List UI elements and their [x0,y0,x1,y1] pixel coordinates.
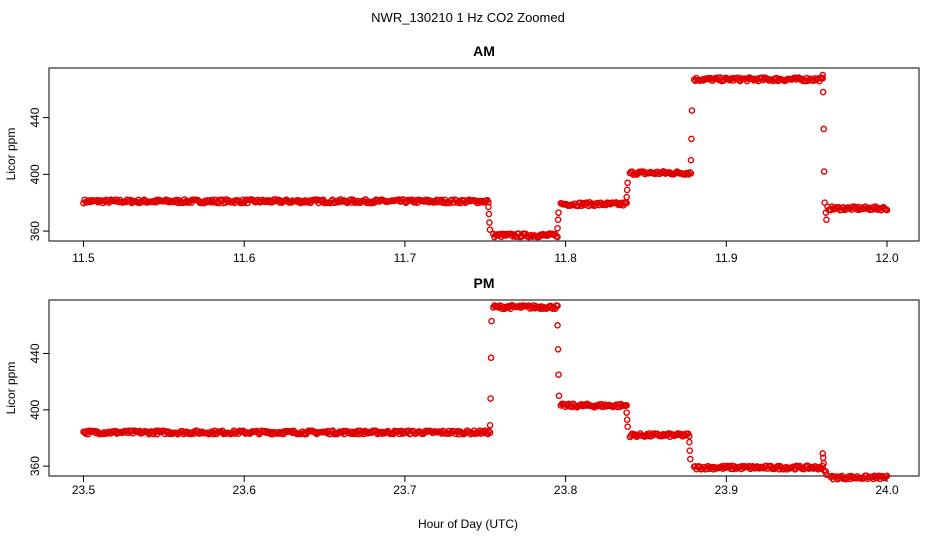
x-tick-label-am: 11.8 [554,251,577,265]
data-point [623,402,630,409]
data-point [822,468,830,476]
x-axis-label: Hour of Day (UTC) [418,517,518,531]
data-point [819,88,827,96]
x-tick-label-am: 11.9 [715,251,738,265]
data-point [823,471,830,478]
y-axis-am: 360 400 440 [28,107,49,241]
data-point [688,135,695,143]
data-point [486,429,494,436]
data-point [883,206,891,214]
data-point [623,199,630,207]
data-point [555,392,563,400]
data-point [486,219,493,226]
data-point [623,186,631,194]
data-point [687,169,695,177]
data-point [554,302,561,310]
data-point [819,71,827,79]
data-point [883,472,891,480]
data-point [554,216,562,224]
data-point [821,199,828,207]
data-point [623,193,630,201]
data-point [820,460,827,467]
y-axis-pm: 360 400 440 [28,343,49,476]
data-point [822,209,830,216]
data-point [688,107,696,114]
data-point [820,168,828,175]
data-point [554,224,561,232]
x-tick-label-am: 11.7 [394,251,417,265]
x-tick-label-am: 11.5 [72,251,95,265]
data-point [686,438,693,446]
y-tick-label-pm: 360 [28,456,42,476]
data-point [774,462,782,470]
data-point [488,317,495,325]
x-axis-am: 11.5 11.6 11.7 11.8 11.9 12.0 [72,241,899,265]
plot-frame-pm [48,299,920,477]
data-point [486,226,494,233]
data-point [823,216,830,224]
figure-title: NWR_130210 1 Hz CO2 Zoomed [371,10,565,25]
panel-pm: PM Licor ppm 23.5 23.6 23.7 23.8 23.9 24.0 36… [4,275,920,497]
y-tick-label-pm: 440 [28,343,42,363]
x-tick-label-pm: 23.5 [72,483,96,497]
data-point [820,125,827,133]
data-point [555,209,562,216]
data-point [555,371,562,378]
data-point [554,322,561,329]
data-point [686,432,693,440]
x-tick-label-pm: 23.9 [715,483,739,497]
x-tick-label-pm: 23.6 [233,483,257,497]
y-tick-label-am: 440 [28,107,42,127]
plot-frame-am [48,67,920,242]
data-point [624,179,631,187]
data-series-am [80,71,891,241]
data-point [486,422,494,429]
x-tick-label-am: 11.6 [233,251,256,265]
x-tick-label-pm: 23.7 [393,483,417,497]
data-point [554,345,562,353]
data-point [485,210,493,218]
x-tick-label-pm: 24.0 [875,483,899,497]
panel-title-am: AM [473,43,495,59]
data-point [347,196,355,203]
x-axis-pm: 23.5 23.6 23.7 23.8 23.9 24.0 [72,476,899,497]
data-point [554,233,561,241]
panel-am: AM Licor ppm 11.5 11.6 11.7 11.8 11.9 12.0 36… [4,43,920,265]
data-point [687,156,695,164]
data-point [686,447,694,454]
y-axis-label-am: Licor ppm [4,128,18,181]
x-tick-label-am: 12.0 [875,251,899,265]
x-tick-label-pm: 23.8 [554,483,578,497]
data-point [623,409,630,416]
data-point [485,203,492,211]
data-point [624,423,631,431]
data-point [819,75,827,82]
data-point [623,416,631,423]
y-tick-label-pm: 400 [28,399,42,419]
panel-title-pm: PM [474,275,495,291]
data-point [819,450,827,457]
y-tick-label-am: 400 [28,164,42,184]
data-series-pm [80,302,891,483]
data-point [687,455,694,463]
data-point [487,354,495,362]
y-axis-label-pm: Licor ppm [4,362,18,415]
data-point [487,395,494,402]
y-tick-label-am: 360 [28,221,42,241]
